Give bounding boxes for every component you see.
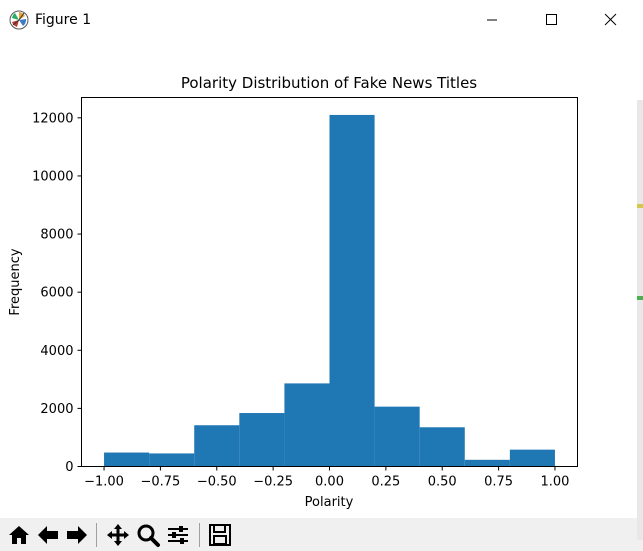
histogram-bar-5 xyxy=(329,114,375,467)
zoom-icon xyxy=(137,524,160,547)
y-axis-label: Frequency xyxy=(8,248,23,315)
maximize-icon xyxy=(546,14,557,25)
matplotlib-logo-icon xyxy=(9,10,29,30)
histogram-bar-8 xyxy=(464,459,510,467)
navigation-toolbar xyxy=(0,518,643,551)
pan-button[interactable] xyxy=(105,522,131,548)
back-button[interactable] xyxy=(35,522,61,548)
maximize-button[interactable] xyxy=(528,0,574,40)
background-window-mark xyxy=(637,204,643,208)
histogram-bar-4 xyxy=(284,383,330,467)
x-tick-label: −1.00 xyxy=(84,475,124,490)
forward-button[interactable] xyxy=(64,522,90,548)
toolbar-separator xyxy=(96,523,97,547)
y-tick-label: 8000 xyxy=(40,228,73,243)
x-tick-label: −0.25 xyxy=(253,475,293,490)
toolbar-separator xyxy=(199,523,200,547)
minimize-icon xyxy=(487,19,497,21)
title-bar[interactable]: Figure 1 xyxy=(0,0,643,40)
pan-icon xyxy=(107,524,129,546)
y-tick-label: 4000 xyxy=(40,344,73,359)
histogram-bar-0 xyxy=(104,452,150,467)
y-tick-label: 2000 xyxy=(40,402,73,417)
x-tick-label: 0.00 xyxy=(315,475,344,490)
x-tick-label: −0.50 xyxy=(197,475,237,490)
histogram-chart: Polarity Distribution of Fake News Title… xyxy=(8,74,578,510)
configure-subplots-button[interactable] xyxy=(165,522,191,548)
figure-canvas[interactable]: Polarity Distribution of Fake News Title… xyxy=(0,40,643,518)
x-tick-label: 1.00 xyxy=(540,475,569,490)
configure-subplots-icon xyxy=(168,526,188,544)
x-tick-label: 0.50 xyxy=(428,475,457,490)
back-arrow-icon xyxy=(38,526,58,544)
save-button[interactable] xyxy=(207,522,233,548)
close-icon xyxy=(604,13,617,26)
y-tick-label: 10000 xyxy=(32,169,73,184)
histogram-bar-6 xyxy=(374,406,420,467)
forward-arrow-icon xyxy=(67,526,87,544)
home-button[interactable] xyxy=(6,522,32,548)
background-window-mark xyxy=(637,296,643,300)
window-title: Figure 1 xyxy=(35,12,92,28)
background-window-edge xyxy=(637,100,643,540)
home-icon xyxy=(9,526,29,544)
histogram-bar-3 xyxy=(239,413,285,467)
save-icon xyxy=(209,524,231,546)
zoom-button[interactable] xyxy=(135,522,161,548)
close-button[interactable] xyxy=(587,0,633,40)
x-tick-label: 0.75 xyxy=(484,475,513,490)
histogram-bar-2 xyxy=(194,425,240,467)
histogram-bar-9 xyxy=(509,449,555,467)
histogram-bar-1 xyxy=(149,453,195,467)
minimize-button[interactable] xyxy=(469,0,515,40)
y-tick-label: 12000 xyxy=(32,111,73,126)
y-tick-label: 6000 xyxy=(40,286,73,301)
x-axis-label: Polarity xyxy=(305,495,354,510)
histogram-bar-7 xyxy=(419,427,465,467)
x-tick-label: −0.75 xyxy=(140,475,180,490)
y-tick-label: 0 xyxy=(65,460,73,475)
x-tick-label: 0.25 xyxy=(371,475,400,490)
chart-title: Polarity Distribution of Fake News Title… xyxy=(181,74,477,92)
